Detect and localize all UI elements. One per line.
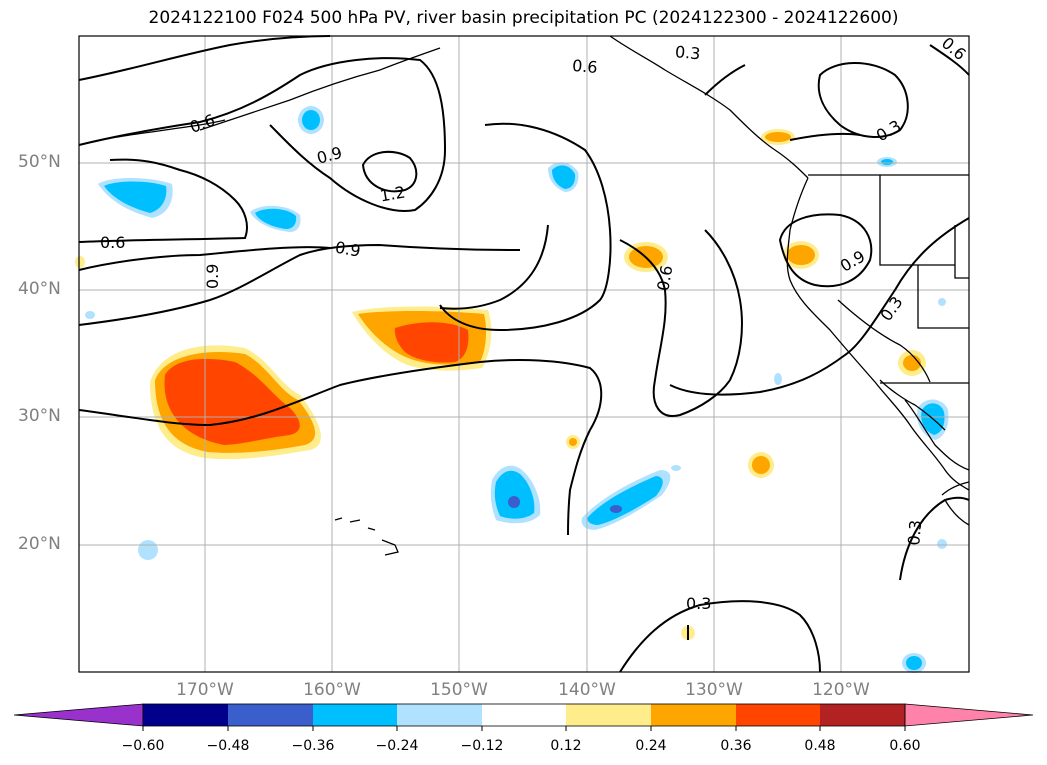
- lat-label-40n: 40°N: [18, 279, 61, 299]
- colorbar-tick-label: 0.60: [889, 738, 921, 754]
- colorbar-tick-label: −0.36: [291, 738, 335, 754]
- colorbar-segment: [566, 704, 651, 726]
- colorbar-tick-label: 0.24: [635, 738, 667, 754]
- colorbar-segment: [228, 704, 313, 726]
- lat-label-30n: 30°N: [18, 406, 61, 426]
- lon-label-150w: 150°W: [430, 680, 488, 700]
- colorbar-tick-label: 0.12: [550, 738, 582, 754]
- colorbar-tick-label: −0.60: [121, 738, 165, 754]
- contour-label: 0.9: [203, 264, 222, 289]
- colorbar-tick-label: −0.48: [206, 738, 250, 754]
- contour-label: 0.6: [571, 56, 598, 77]
- lon-label-120w: 120°W: [812, 680, 870, 700]
- lon-label-160w: 160°W: [303, 680, 361, 700]
- colorbar-tick-label: −0.24: [375, 738, 419, 754]
- colorbar-segment: [736, 704, 820, 726]
- colorbar-tick-label: −0.12: [460, 738, 504, 754]
- map-title: 2024122100 F024 500 hPa PV, river basin …: [148, 8, 899, 28]
- colorbar-segment: [482, 704, 566, 726]
- colorbar-extend-high: [904, 703, 1034, 727]
- colorbar-segment: [313, 704, 397, 726]
- contour-label: 0.6: [653, 264, 676, 292]
- graticule: [79, 36, 969, 672]
- map-plot-area: [75, 35, 970, 673]
- lon-label-140w: 140°W: [558, 680, 616, 700]
- colorbar-segment: [143, 704, 228, 726]
- lon-label-130w: 130°W: [685, 680, 743, 700]
- colorbar-segment: [397, 704, 482, 726]
- contour-label: 1.2: [378, 182, 406, 205]
- contour-label: 0.3: [674, 42, 701, 63]
- colorbar-tick-label: 0.48: [804, 738, 836, 754]
- contour-label: 0.9: [334, 238, 362, 261]
- coastlines: [99, 35, 970, 556]
- lon-label-170w: 170°W: [176, 680, 234, 700]
- lat-label-50n: 50°N: [18, 152, 61, 172]
- colorbar-extend-low: [13, 703, 144, 727]
- contour-label: 0.3: [904, 519, 925, 546]
- map-frame: [78, 35, 970, 673]
- contour-label: 0.6: [100, 233, 125, 252]
- lat-label-20n: 20°N: [18, 534, 61, 554]
- contour-label: 0.3: [686, 594, 711, 613]
- precip-shading: [75, 106, 949, 673]
- colorbar-tick-label: 0.36: [720, 738, 752, 754]
- colorbar-segment: [820, 704, 905, 726]
- pv-contours: [78, 35, 970, 673]
- colorbar-segment: [651, 704, 736, 726]
- colorbar: [13, 703, 1034, 731]
